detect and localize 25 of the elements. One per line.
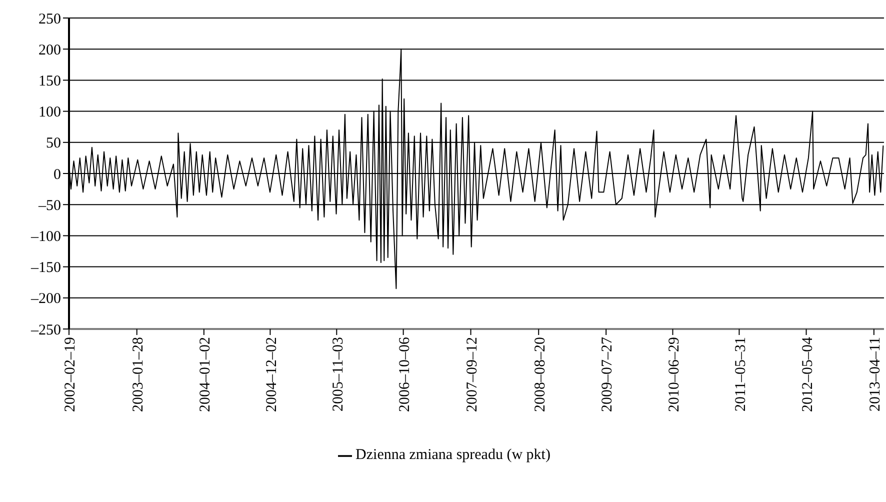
x-tick-label: 2004–01–02 [198,337,214,412]
y-tick-label: 100 [38,104,61,121]
y-tick-label: –50 [38,198,61,214]
x-tick-label: 2008–08–20 [532,337,548,412]
y-tick-label: 200 [38,42,61,58]
x-tick-label: 2006–10–06 [396,336,413,412]
x-tick-label: 2005–11–03 [330,337,346,412]
x-tick-label: 2003–01–28 [130,337,146,412]
y-tick-label: 0 [54,166,61,183]
y-tick-label: –200 [30,291,61,308]
y-tick-label: –150 [30,260,61,276]
x-tick-label: 2002–02–19 [62,337,79,412]
x-tick-label: 2004–12–02 [264,337,280,412]
y-tick-label: 250 [38,11,61,28]
x-tick-label: 2010–06–29 [666,337,682,412]
x-tick-label: 2013–04–11 [868,337,884,412]
x-tick-label: 2007–09–12 [464,337,480,412]
y-tick-label: –100 [30,229,61,246]
y-tick-label: 50 [46,136,61,152]
x-tick-label: 2011–05–31 [732,337,749,412]
y-tick-label: –250 [30,322,61,338]
legend-label: Dzienna zmiana spreadu (w pkt) [356,447,550,463]
x-tick-label: 2012–05–04 [800,336,816,412]
y-tick-label: 150 [38,74,61,90]
x-tick-label: 2009–07–27 [600,336,616,412]
